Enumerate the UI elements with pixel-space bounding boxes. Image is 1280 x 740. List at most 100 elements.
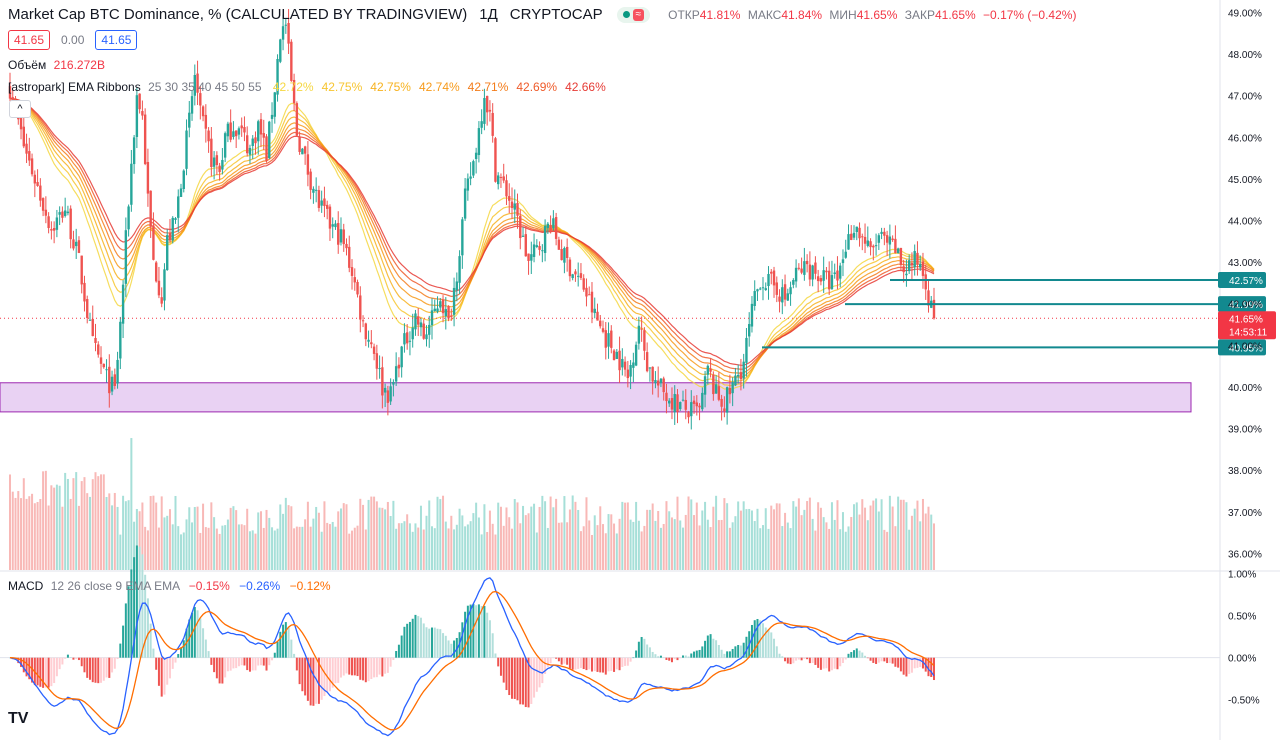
- volume-legend[interactable]: Объём 216.272B: [8, 58, 105, 72]
- price-tick-label: 48.00%: [1228, 50, 1262, 61]
- buy-price-box[interactable]: 41.65: [95, 30, 138, 50]
- tradingview-logo-icon[interactable]: TV: [8, 710, 29, 727]
- candle-body: [499, 177, 503, 179]
- macd-histogram-bar: [362, 657, 365, 681]
- volume-bar: [339, 508, 342, 570]
- macd-histogram-bar: [541, 657, 544, 684]
- candle-body: [58, 212, 61, 215]
- volume-bar: [748, 508, 751, 570]
- macd-histogram-bar: [841, 657, 844, 664]
- volume-bar: [207, 527, 210, 570]
- ema-legend[interactable]: [astropark] EMA Ribbons 25 30 35 40 45 5…: [8, 80, 606, 94]
- market-status-pill[interactable]: ≈: [616, 6, 651, 23]
- volume-bar: [458, 508, 461, 570]
- macd-line-value: −0.26%: [239, 579, 281, 593]
- candle-body: [284, 24, 288, 26]
- candle-body: [149, 190, 152, 227]
- candle-body: [844, 251, 847, 258]
- volume-bar: [701, 510, 704, 570]
- volume-bar: [646, 509, 649, 570]
- macd-histogram-bar: [331, 657, 334, 688]
- macd-histogram-bar: [141, 554, 144, 658]
- candle-body: [497, 175, 500, 185]
- volume-bar: [213, 517, 216, 570]
- current-price-label: 41.65%: [1229, 314, 1263, 325]
- volume-bar: [913, 508, 916, 570]
- candle-body: [588, 294, 591, 296]
- candle-body: [560, 249, 563, 261]
- volume-bar: [138, 511, 141, 570]
- volume-bar: [615, 533, 618, 570]
- candle-body: [502, 176, 505, 181]
- volume-bar: [419, 505, 422, 570]
- candle-body: [359, 295, 362, 320]
- macd-histogram-bar: [64, 657, 67, 659]
- symbol-title[interactable]: Market Cap BTC Dominance, % (CALCULATED …: [8, 6, 468, 23]
- candle-body: [28, 151, 31, 161]
- macd-histogram-bar: [497, 657, 500, 667]
- price-tick-label: 44.00%: [1228, 217, 1262, 228]
- volume-bar: [800, 515, 803, 570]
- candle-body: [450, 315, 453, 317]
- macd-histogram-bar: [133, 557, 136, 658]
- macd-histogram-bar: [453, 640, 456, 658]
- candle-body: [750, 303, 754, 327]
- macd-histogram-bar: [102, 657, 105, 681]
- volume-bar: [124, 501, 127, 570]
- macd-histogram-bar: [320, 657, 323, 700]
- macd-histogram-bar: [301, 657, 304, 692]
- volume-bar: [610, 514, 613, 570]
- candle-body: [463, 188, 467, 219]
- volume-bar: [764, 508, 767, 570]
- collapse-legend-button[interactable]: ^: [9, 100, 31, 118]
- candle-body: [135, 95, 139, 138]
- volume-bar: [204, 527, 207, 570]
- macd-legend[interactable]: MACD 12 26 close 9 EMA EMA −0.15% −0.26%…: [8, 579, 331, 593]
- macd-histogram-bar: [193, 606, 196, 658]
- volume-bar: [709, 527, 712, 570]
- volume-bar: [855, 502, 858, 570]
- macd-histogram-bar: [814, 657, 817, 665]
- macd-histogram-bar: [508, 657, 511, 696]
- candle-body: [712, 374, 715, 395]
- volume-bar: [924, 513, 927, 570]
- macd-histogram-bar: [602, 657, 605, 673]
- volume-bar: [850, 516, 853, 570]
- candle-body: [154, 262, 158, 282]
- candle-body: [218, 165, 221, 173]
- macd-histogram-bar: [389, 657, 392, 667]
- volume-bar: [477, 517, 480, 570]
- macd-histogram-bar: [789, 657, 792, 665]
- macd-histogram-bar: [839, 657, 842, 667]
- exchange[interactable]: CRYPTOCAP: [509, 6, 603, 23]
- macd-histogram-bar: [152, 648, 155, 658]
- macd-histogram-bar: [590, 657, 593, 672]
- volume-bar: [510, 528, 513, 570]
- volume-bar: [229, 507, 232, 570]
- volume-bar: [781, 526, 784, 570]
- macd-histogram-bar: [640, 636, 643, 658]
- macd-line: [9, 577, 935, 737]
- countdown-label: 14:53:11: [1229, 327, 1268, 338]
- macd-histogram-bar: [243, 657, 246, 666]
- candle-body: [342, 229, 345, 245]
- macd-histogram-bar: [693, 651, 696, 658]
- candle-body: [723, 408, 726, 412]
- volume-bar: [397, 523, 400, 570]
- macd-histogram-bar: [894, 657, 897, 667]
- macd-histogram-bar: [775, 646, 778, 658]
- macd-histogram-bar: [607, 657, 610, 672]
- macd-histogram-bar: [737, 644, 740, 658]
- macd-histogram-bar: [328, 657, 331, 692]
- volume-bar: [916, 500, 919, 570]
- volume-bar: [392, 500, 395, 570]
- candle-body: [599, 320, 602, 327]
- candle-body: [736, 374, 740, 377]
- timeframe[interactable]: 1Д: [479, 6, 498, 23]
- macd-histogram-bar: [574, 657, 577, 670]
- candle-body: [676, 394, 679, 412]
- macd-histogram-bar: [279, 631, 282, 658]
- volume-bar: [599, 506, 602, 570]
- sell-price-box[interactable]: 41.65: [8, 30, 51, 50]
